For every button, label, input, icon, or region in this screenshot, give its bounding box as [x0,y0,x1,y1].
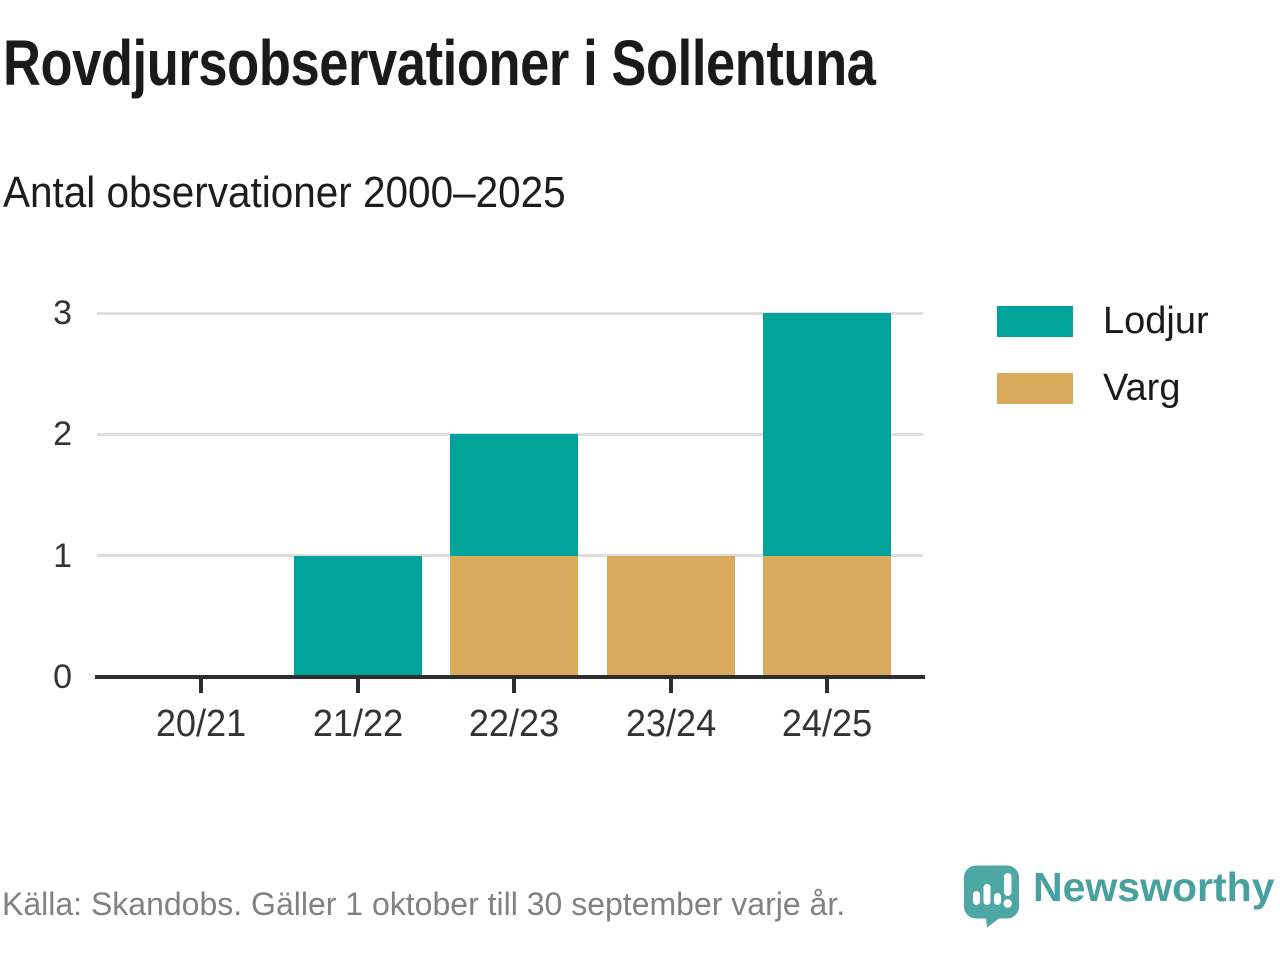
bar-segment-varg [763,555,891,677]
axis-tick [668,679,673,693]
chart-subtitle: Antal observationer 2000–2025 [3,168,566,217]
axis-tick [512,679,516,693]
chart-title: Rovdjursobservationer i Sollentuna [3,27,876,99]
x-axis-label: 20/21 [155,703,247,745]
x-axis-label: 23/24 [625,703,716,745]
source-note: Källa: Skandobs. Gäller 1 oktober till 3… [2,886,846,922]
x-axis-label: 22/23 [468,703,560,745]
bar-segment-varg [606,555,735,677]
legend-swatch [997,372,1073,404]
x-axis-label: 24/25 [781,703,873,745]
legend-label: Varg [1103,367,1181,409]
axis-tick [825,679,829,693]
newsworthy-logo-icon [964,865,1019,928]
x-axis-baseline [95,675,925,679]
legend: Lodjur Varg [997,301,1209,408]
y-axis-label: 1 [53,536,72,575]
legend-label: Lodjur [1103,300,1209,342]
legend-item-lodjur: Lodjur [997,301,1209,341]
legend-swatch [997,305,1073,337]
brand-name: Newsworthy [1033,864,1275,910]
axis-tick [355,679,360,693]
x-axis-label: 21/22 [312,703,403,745]
bar-segment-varg [450,555,578,677]
y-axis-label: 0 [53,658,72,696]
legend-item-varg: Varg [997,368,1209,408]
bar-segment-lodjur [763,313,891,556]
y-axis-label: 2 [53,415,72,454]
bar-segment-lodjur [293,555,422,677]
bar-segment-lodjur [450,434,578,556]
gridline [97,311,923,315]
axis-tick [199,679,203,693]
y-axis-label: 3 [53,294,72,332]
